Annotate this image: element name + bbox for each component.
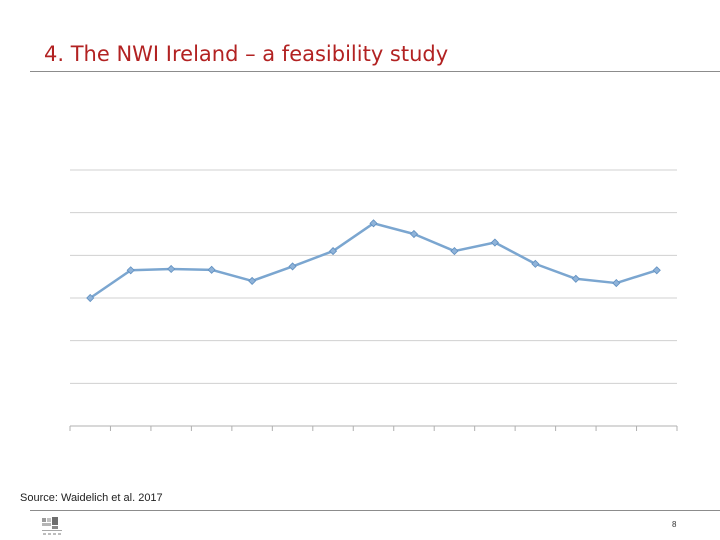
data-point-marker bbox=[207, 265, 216, 274]
page-number: 8 bbox=[672, 520, 677, 529]
data-point-marker bbox=[328, 247, 338, 256]
data-point-marker bbox=[126, 266, 135, 275]
title-divider bbox=[30, 71, 720, 72]
x-axis bbox=[69, 425, 678, 431]
source-note: Source: Waidelich et al. 2017 bbox=[20, 492, 163, 504]
data-point-marker bbox=[288, 262, 297, 271]
data-point-marker bbox=[490, 238, 499, 247]
gridlines bbox=[70, 169, 677, 384]
institute-logo-icon bbox=[42, 517, 62, 535]
data-point-marker bbox=[450, 247, 459, 256]
data-point-marker bbox=[86, 293, 95, 303]
data-point-marker bbox=[612, 279, 621, 288]
data-point-marker bbox=[571, 274, 580, 283]
slide-title: 4. The NWI Ireland – a feasibility study bbox=[44, 42, 449, 66]
data-point-marker bbox=[409, 229, 419, 239]
data-point-marker bbox=[531, 259, 540, 268]
data-point-marker bbox=[652, 266, 661, 275]
data-point-marker bbox=[369, 219, 378, 228]
data-point-marker bbox=[248, 276, 257, 285]
footer-divider bbox=[30, 510, 720, 511]
series-line bbox=[89, 222, 658, 300]
series-group bbox=[86, 219, 661, 303]
line-chart bbox=[69, 169, 678, 431]
data-point-marker bbox=[167, 264, 176, 274]
